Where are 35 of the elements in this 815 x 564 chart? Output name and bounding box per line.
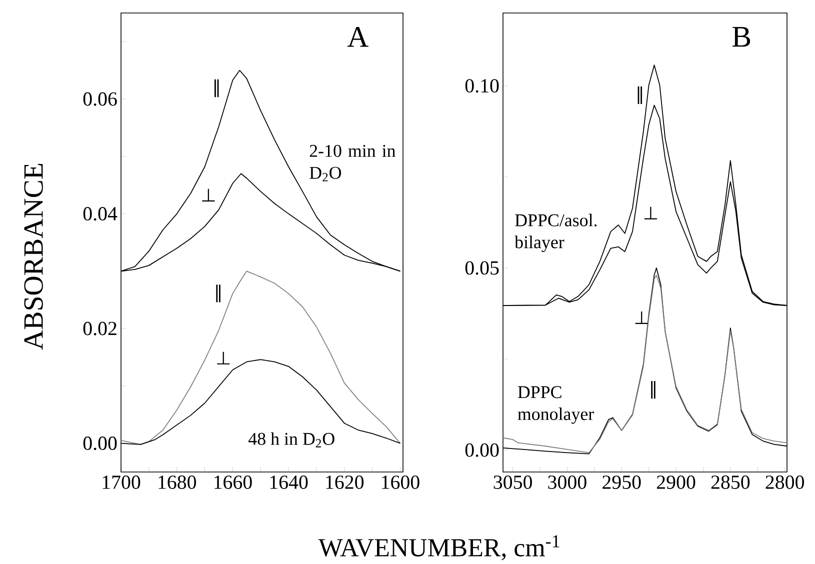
annotation: ⊥ bbox=[217, 352, 230, 365]
x-tick-label: 2900 bbox=[656, 476, 696, 490]
annotation: ⊥ bbox=[644, 207, 657, 220]
chart-title: A bbox=[347, 27, 368, 47]
annotation: DPPC monolayer bbox=[518, 386, 594, 424]
y-tick-label: 0.06 bbox=[83, 92, 117, 106]
x-tick-label: 1700 bbox=[102, 476, 140, 490]
annotation: ∥ bbox=[214, 80, 219, 98]
x-tick-label: 2850 bbox=[711, 476, 750, 490]
x-tick-label: 2800 bbox=[766, 476, 804, 490]
annotation: ∥ bbox=[638, 86, 642, 104]
x-tick-label: 3000 bbox=[548, 476, 586, 490]
x-tick-label: 1600 bbox=[382, 476, 420, 490]
annotation: ⊥ bbox=[635, 312, 648, 324]
annotation: 48 h in D$_{2}$O bbox=[248, 432, 334, 448]
y-tick-label: 0.00 bbox=[465, 444, 499, 458]
x-axis-title: WAVENUMBER, cm$^{-1}$ bbox=[318, 535, 560, 560]
y-tick-label: 0.04 bbox=[83, 207, 118, 221]
annotation: DPPC/asol. bilayer bbox=[514, 214, 597, 252]
y-tick-label: 0.02 bbox=[83, 322, 116, 336]
y-tick-label: 0.05 bbox=[465, 261, 499, 275]
x-tick-label: 2950 bbox=[602, 476, 641, 490]
y-axis-title: ABSORBANCE bbox=[24, 164, 43, 350]
x-tick-label: 1620 bbox=[326, 476, 364, 490]
x-tick-label: 1680 bbox=[158, 476, 196, 490]
y-tick-label: 0.10 bbox=[465, 79, 499, 93]
chart-title: B bbox=[732, 27, 750, 47]
x-tick-label: 1660 bbox=[214, 476, 252, 490]
annotation: 2-10 min in D$_{2}$O bbox=[310, 145, 396, 182]
annotation: ⊥ bbox=[202, 189, 215, 202]
x-tick-label: 1640 bbox=[270, 476, 308, 490]
x-tick-label: 3050 bbox=[494, 476, 532, 490]
annotation: ∥ bbox=[651, 381, 656, 399]
y-tick-label: 0.00 bbox=[83, 436, 117, 450]
annotation: ∥ bbox=[216, 284, 220, 303]
